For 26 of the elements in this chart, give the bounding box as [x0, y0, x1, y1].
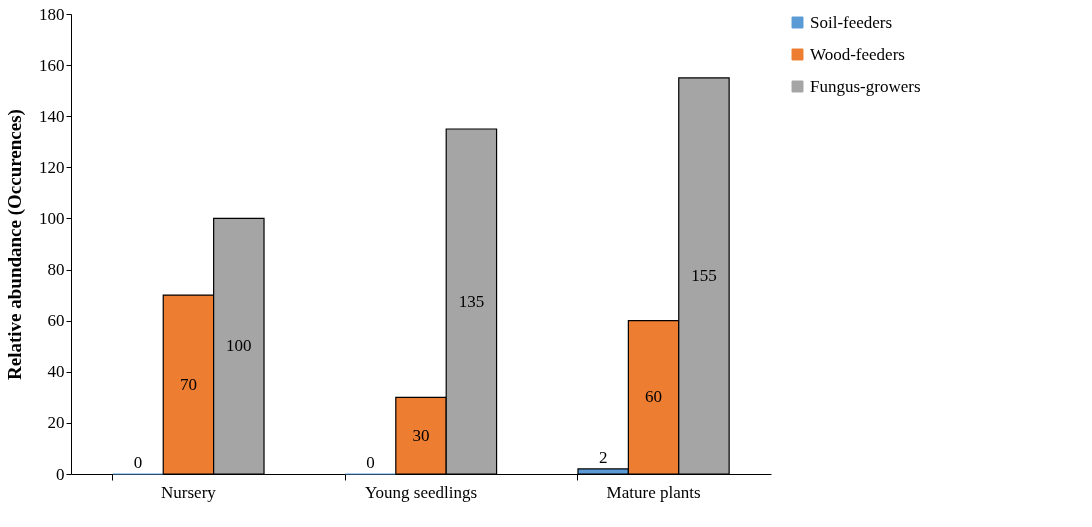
data-label: 100: [226, 336, 252, 356]
legend-label: Wood-feeders: [810, 44, 905, 64]
data-label: 30: [412, 425, 430, 445]
data-label: 155: [691, 265, 717, 285]
x-tick-label: Nursery: [161, 482, 217, 502]
y-tick-label: 20: [47, 413, 65, 433]
data-label: 0: [366, 453, 375, 472]
legend-label: Fungus-growers: [810, 76, 921, 96]
data-label: 2: [598, 447, 608, 467]
y-tick-label: 140: [39, 106, 65, 126]
data-label: 135: [458, 291, 485, 311]
x-tick-label: Young seedlings: [364, 482, 478, 502]
y-tick-label: 60: [47, 311, 65, 331]
y-tick-label: 180: [39, 4, 65, 24]
y-tick-label: 80: [47, 260, 65, 280]
data-label: 70: [179, 374, 197, 394]
y-tick-label: 40: [47, 362, 65, 382]
data-label: 60: [645, 387, 663, 407]
y-tick-label: 160: [39, 55, 65, 75]
y-tick-label: 100: [39, 208, 65, 228]
y-tick-label: 120: [39, 157, 65, 177]
data-label: 0: [133, 453, 143, 472]
y-tick-label: 0: [56, 464, 65, 484]
x-tick-label: Mature plants: [606, 482, 701, 502]
legend-label: Soil-feeders: [810, 12, 893, 32]
y-axis-title: Relative abundance (Occurences): [4, 109, 26, 380]
